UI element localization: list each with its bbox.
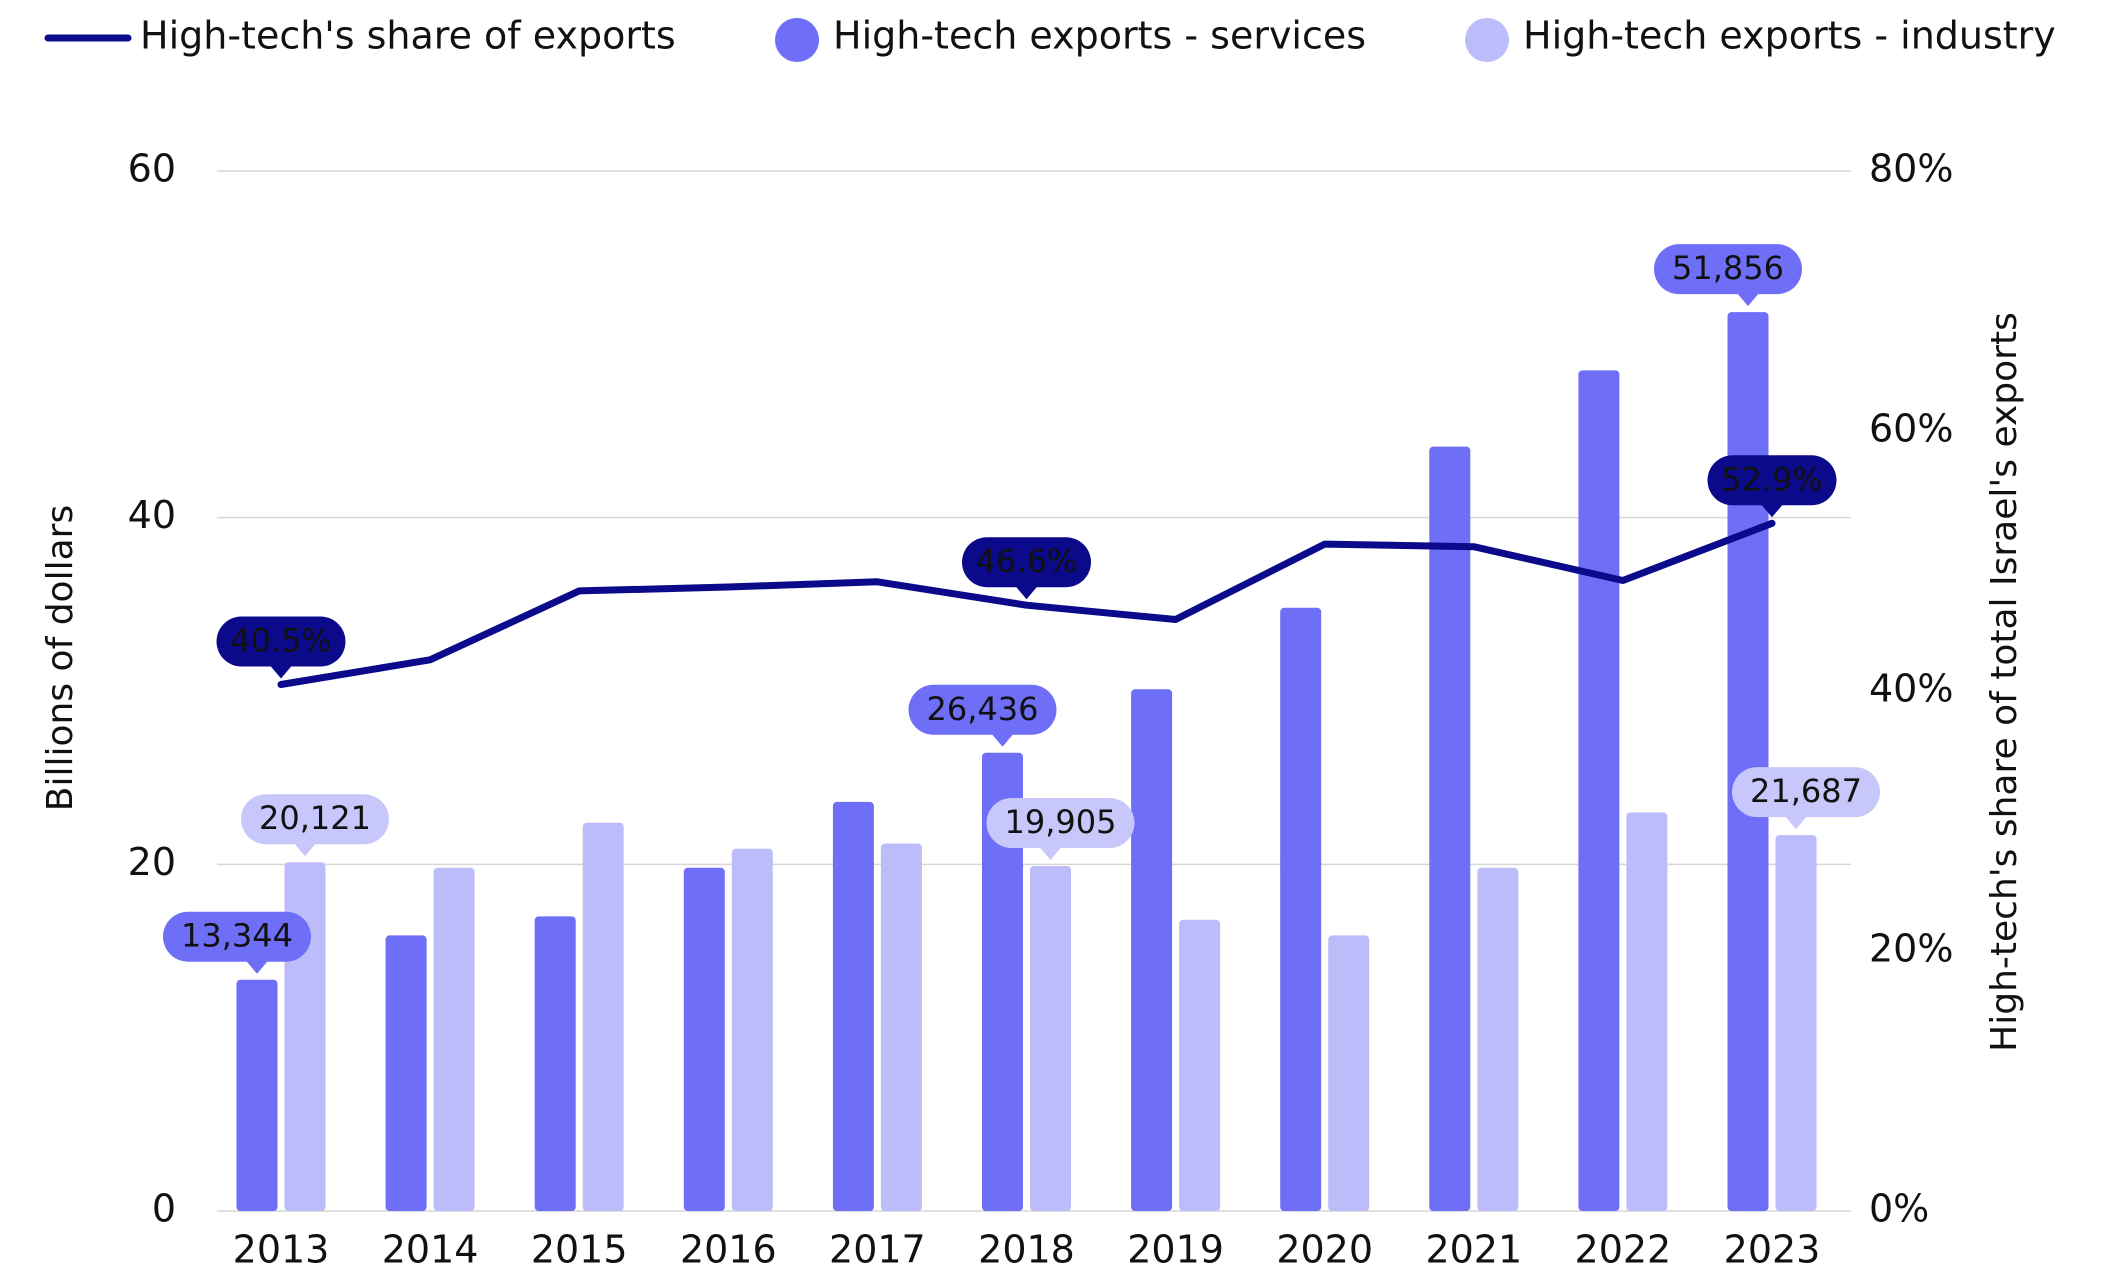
x-tick-label: 2020: [1276, 1228, 1373, 1272]
legend-label: High-tech exports - industry: [1523, 14, 2056, 58]
bar: [1727, 312, 1769, 1211]
data-label-group: 19,905: [986, 797, 1135, 860]
y2-tick-label: 0%: [1869, 1187, 1929, 1231]
data-label: 26,436: [927, 690, 1039, 728]
data-label: 40.5%: [230, 622, 332, 660]
bar: [731, 848, 773, 1211]
line: [277, 519, 1776, 688]
bar: [1578, 370, 1620, 1211]
data-label-pointer: [991, 733, 1014, 747]
x-tick-label: 2022: [1575, 1228, 1672, 1272]
data-label-box: [216, 616, 346, 667]
x-tick-label: 2013: [233, 1228, 330, 1272]
legend-swatch: [1465, 18, 1509, 62]
y-tick-label: 20: [128, 840, 176, 884]
x-tick-label: 2014: [382, 1228, 479, 1272]
y-tick-label: 0: [152, 1187, 176, 1231]
data-label-box: [241, 794, 389, 845]
data-label-group: 52.9%: [1707, 455, 1837, 518]
bar: [683, 867, 725, 1211]
bar: [880, 843, 922, 1211]
y-tick-label: 60: [128, 147, 176, 191]
x-tick-label: 2015: [531, 1228, 628, 1272]
data-label-group: 13,344: [163, 911, 311, 974]
bar: [1429, 446, 1471, 1212]
data-label-pointer: [1761, 504, 1783, 518]
bar: [982, 752, 1023, 1211]
data-label: 52.9%: [1721, 460, 1823, 498]
bar: [534, 916, 576, 1211]
bar: [236, 979, 278, 1211]
data-label-box: [908, 684, 1057, 735]
legend-label: High-tech's share of exports: [140, 14, 676, 58]
data-label-pointer: [270, 665, 292, 679]
y2-tick-label: 20%: [1869, 927, 1953, 971]
y-axis-title: Billions of dollars: [40, 505, 81, 811]
bar: [1131, 689, 1173, 1211]
bar: [1280, 607, 1322, 1211]
data-label: 20,121: [259, 799, 371, 837]
data-label-pointer: [1039, 846, 1062, 860]
bar: [385, 935, 427, 1211]
y2-axis-title: High-tech's share of total Israel's expo…: [1984, 312, 2025, 1052]
data-label-box: [1732, 767, 1880, 818]
x-tick-label: 2017: [829, 1228, 926, 1272]
x-tick-label: 2016: [680, 1228, 777, 1272]
data-label-group: 21,687: [1732, 767, 1880, 830]
data-label-group: 51,856: [1654, 244, 1802, 307]
data-label: 13,344: [181, 917, 293, 955]
bar: [1477, 867, 1519, 1211]
data-label-box: [163, 911, 311, 962]
bar: [582, 822, 624, 1211]
bar: [1626, 812, 1668, 1211]
data-label-pointer: [1737, 293, 1759, 307]
data-label: 21,687: [1750, 772, 1862, 810]
data-label-group: 26,436: [908, 684, 1057, 747]
data-label-box: [1654, 244, 1802, 295]
bar: [1030, 865, 1071, 1211]
data-label: 46.6%: [976, 542, 1078, 580]
data-label-pointer: [1015, 586, 1038, 600]
bar: [1328, 935, 1370, 1211]
bar: [832, 801, 874, 1211]
legend-label: High-tech exports - services: [833, 14, 1366, 58]
x-tick-label: 2018: [978, 1228, 1075, 1272]
x-tick-label: 2021: [1425, 1228, 1522, 1272]
data-label-group: 20,121: [241, 794, 389, 857]
data-label-pointer: [1785, 816, 1807, 830]
y2-tick-label: 60%: [1869, 407, 1953, 451]
x-tick-label: 2019: [1127, 1228, 1224, 1272]
data-label-pointer: [246, 960, 268, 974]
data-label-group: 46.6%: [962, 537, 1091, 600]
data-label: 19,905: [1005, 803, 1117, 841]
bar: [1775, 835, 1817, 1211]
y2-tick-label: 80%: [1869, 147, 1953, 191]
bar: [1179, 919, 1221, 1211]
data-label-box: [1707, 455, 1837, 506]
data-label-box: [986, 797, 1135, 848]
y2-tick-label: 40%: [1869, 667, 1953, 711]
x-tick-label: 2023: [1724, 1228, 1821, 1272]
data-label-pointer: [294, 843, 316, 857]
data-label-box: [962, 537, 1091, 588]
y-tick-label: 40: [128, 493, 176, 537]
bar: [433, 867, 475, 1211]
data-label: 51,856: [1672, 249, 1784, 287]
legend-swatch: [775, 18, 819, 62]
data-label-group: 40.5%: [216, 616, 346, 679]
